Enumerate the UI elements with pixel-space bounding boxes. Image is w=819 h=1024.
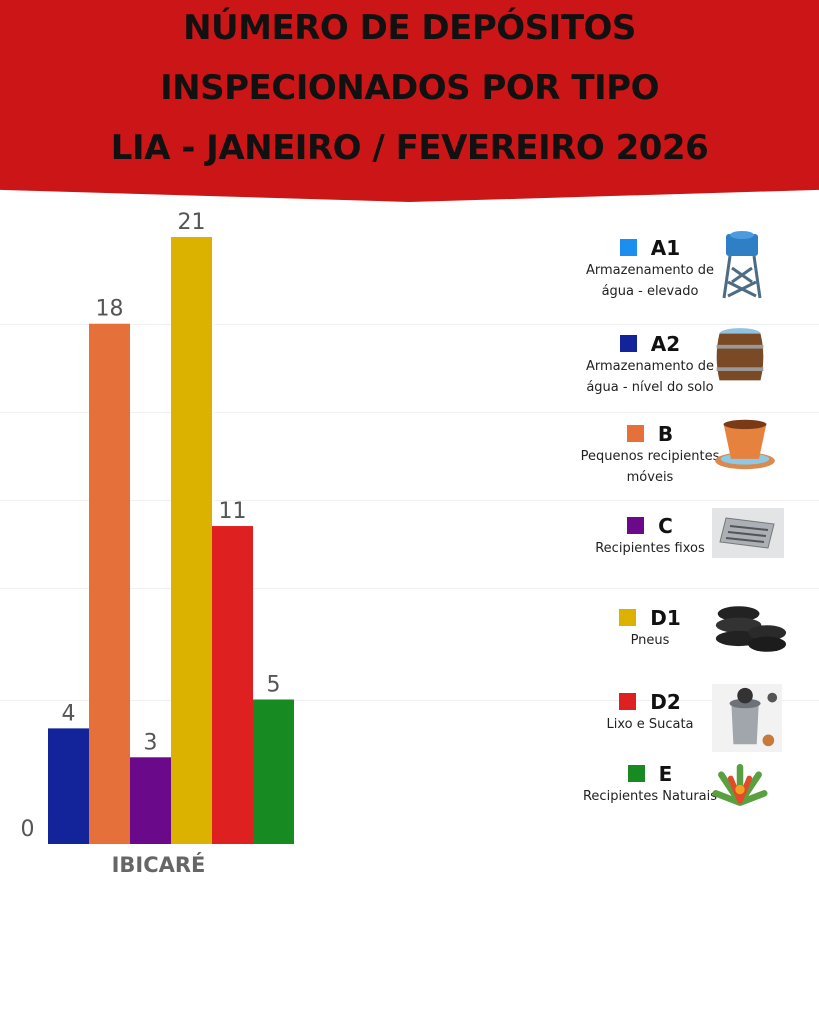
legend-code: A1 xyxy=(650,236,681,260)
bar-d2 xyxy=(212,526,253,844)
header-banner xyxy=(0,0,819,202)
legend-item-d2: D2 Lixo e Sucata xyxy=(560,690,740,735)
legend-code: D2 xyxy=(650,690,681,714)
gridline xyxy=(0,500,819,501)
barrel-icon xyxy=(712,326,784,392)
title-line-3: LIA - JANEIRO / FEVEREIRO 2026 xyxy=(110,128,709,168)
legend-description: Armazenamento de água - nível do solo xyxy=(585,359,714,395)
data-label-d2: 11 xyxy=(219,499,247,524)
bar-c xyxy=(130,757,171,844)
legend-code: B xyxy=(657,422,674,446)
title-line-2: INSPECIONADOS POR TIPO xyxy=(160,68,659,108)
bar-d1 xyxy=(171,237,212,844)
legend-item-c: C Recipientes fixos xyxy=(560,514,740,559)
data-label-a1: 0 xyxy=(21,817,35,842)
water-tower-icon xyxy=(712,230,784,299)
legend-code: A2 xyxy=(650,332,681,356)
legend-description: Recipientes fixos xyxy=(595,541,705,556)
legend-swatch xyxy=(619,239,637,256)
data-label-d1: 21 xyxy=(178,210,206,235)
drain-grate-icon xyxy=(712,508,784,574)
tires-icon xyxy=(712,600,787,666)
trash-can-icon xyxy=(712,684,784,752)
legend-item-d1: D1 Pneus xyxy=(560,606,740,651)
legend-item-e: E Recipientes Naturais xyxy=(560,762,740,807)
legend-description: Recipientes Naturais xyxy=(582,789,718,804)
legend-description: Armazenamento de água - elevado xyxy=(585,263,714,299)
flower-pot-icon xyxy=(712,416,784,482)
legend-code: C xyxy=(658,514,673,538)
legend-description: Lixo e Sucata xyxy=(606,717,694,732)
legend-swatch xyxy=(627,765,645,782)
bar-e xyxy=(253,699,294,844)
legend-swatch xyxy=(619,609,637,626)
legend-code: E xyxy=(658,762,673,786)
legend-code: D1 xyxy=(650,606,681,630)
legend-item-a2: A2 Armazenamento de água - nível do solo xyxy=(560,332,740,398)
legend-swatch xyxy=(627,517,645,534)
legend-swatch xyxy=(626,425,644,442)
gridline xyxy=(0,412,819,413)
bar-a2 xyxy=(48,728,89,844)
data-label-c: 3 xyxy=(144,730,158,755)
gridline xyxy=(0,324,819,325)
legend-swatch xyxy=(619,335,637,352)
bromeliad-icon xyxy=(712,756,784,822)
legend-swatch xyxy=(619,693,637,710)
data-label-b: 18 xyxy=(96,297,124,322)
legend-item-b: B Pequenos recipientes móveis xyxy=(560,422,740,488)
legend-description: Pneus xyxy=(630,633,670,648)
title-line-1: NÚMERO DE DEPÓSITOS xyxy=(183,8,636,48)
bar-chart: 0 4 18 3 21 11 5 IBICARÉ xyxy=(21,210,294,877)
gridline xyxy=(0,700,819,701)
data-label-a2: 4 xyxy=(62,701,76,726)
data-label-e: 5 xyxy=(267,672,281,697)
legend-description: Pequenos recipientes móveis xyxy=(580,449,720,485)
gridline xyxy=(0,588,819,589)
legend-item-a1: A1 Armazenamento de água - elevado xyxy=(560,236,740,302)
bar-b xyxy=(89,323,130,844)
category-label: IBICARÉ xyxy=(112,852,206,877)
